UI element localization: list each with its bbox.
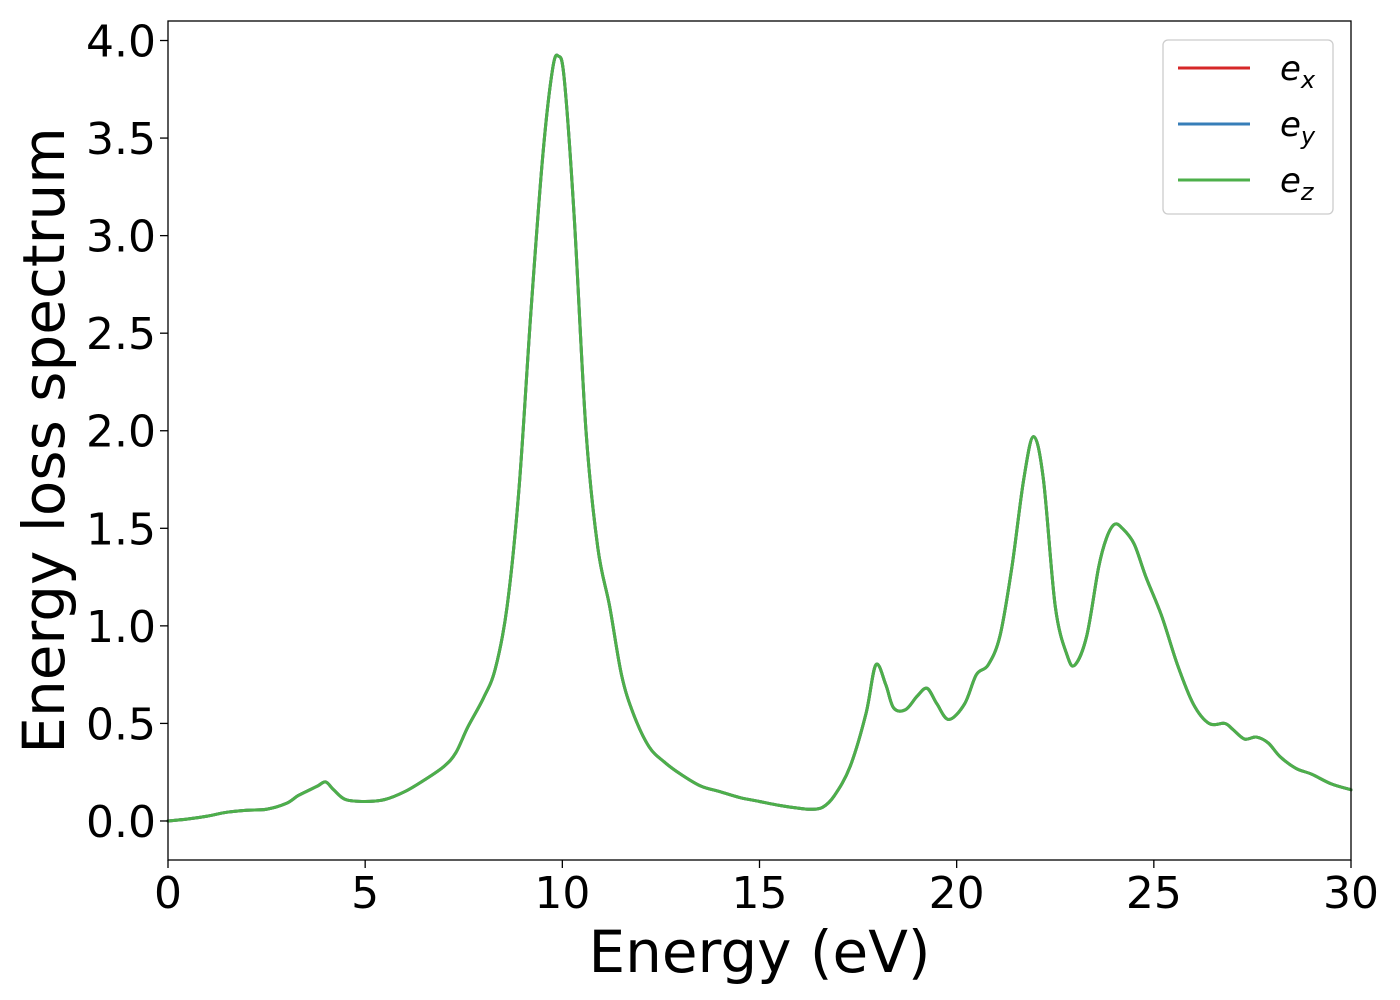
y-tick-label: 2.5 xyxy=(86,309,156,360)
y-tick-label: 0.0 xyxy=(86,797,156,848)
x-tick-label: 15 xyxy=(732,868,788,919)
series-layer xyxy=(166,53,1353,823)
legend-label-x: ex xyxy=(1280,49,1316,94)
legend-label-z: ez xyxy=(1280,161,1315,206)
x-tick-label: 20 xyxy=(929,868,985,919)
x-tick-label: 0 xyxy=(154,868,182,919)
x-tick-label: 10 xyxy=(534,868,590,919)
y-tick-label: 4.0 xyxy=(86,17,156,68)
legend-box xyxy=(1162,39,1334,215)
legend-label-y: ey xyxy=(1280,105,1316,150)
y-tick-label: 3.5 xyxy=(86,114,156,165)
y-tick-label: 3.0 xyxy=(86,212,156,263)
x-tick-label: 5 xyxy=(351,868,379,919)
x-axis-label: Energy (eV) xyxy=(588,918,930,986)
y-tick-label: 1.0 xyxy=(86,602,156,653)
x-tick-label: 25 xyxy=(1126,868,1182,919)
y-tick-label: 0.5 xyxy=(86,699,156,750)
series-line-z xyxy=(166,53,1353,823)
y-axis-label: Energy loss spectrum xyxy=(10,127,78,753)
y-tick-label: 1.5 xyxy=(86,504,156,555)
x-tick-label: 30 xyxy=(1323,868,1379,919)
y-tick-label: 2.0 xyxy=(86,407,156,458)
x-axis: 0 5 10 15 20 25 30 xyxy=(154,860,1379,919)
legend: ex ey ez xyxy=(1162,39,1334,215)
y-axis: 0.0 0.5 1.0 1.5 2.0 2.5 3.0 3.5 4.0 xyxy=(86,17,168,848)
